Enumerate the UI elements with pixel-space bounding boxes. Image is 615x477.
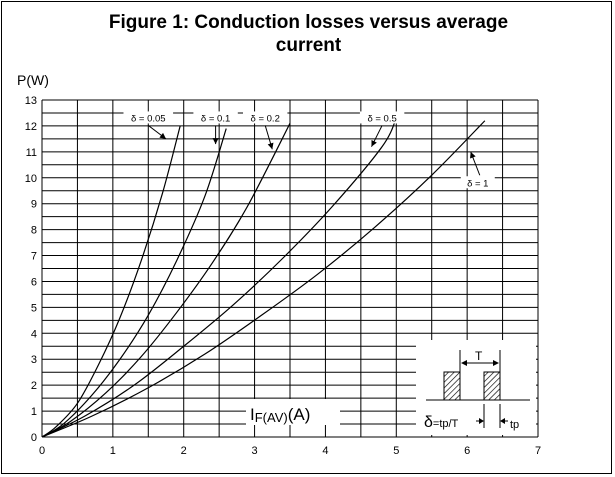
y-tick-label: 8 <box>31 225 37 237</box>
series-line-1 <box>41 128 227 438</box>
series-lines <box>41 117 486 438</box>
series-arrowhead-0 <box>159 132 166 139</box>
y-tick-label: 3 <box>31 354 37 366</box>
delta-symbol: δ <box>424 414 433 431</box>
y-tick-label: 5 <box>31 302 37 314</box>
y-tick-label: 2 <box>31 380 37 392</box>
x-tick-label: 4 <box>322 445 328 457</box>
series-label-3: δ = 0.5 <box>367 113 396 124</box>
x-axis-label-main: I <box>250 405 255 424</box>
x-axis-label-sub: F(AV) <box>255 410 288 425</box>
x-tick-label: 2 <box>181 445 187 457</box>
series-label-bg <box>243 111 288 124</box>
series-arrowhead-1 <box>212 138 219 145</box>
svg-text:IF(AV)(A): IF(AV)(A) <box>250 405 310 425</box>
x-axis-label-unit: (A) <box>288 405 311 424</box>
duty-cycle-inset: T δ=tp/T tp <box>416 340 536 435</box>
y-tick-label: 7 <box>31 251 37 263</box>
x-tick-label: 5 <box>393 445 399 457</box>
chart-title-line1: Figure 1: Conduction losses versus avera… <box>108 12 509 33</box>
x-tick-label: 3 <box>252 445 258 457</box>
series-label-bg <box>359 111 405 124</box>
series-annotations: δ = 0.05 δ = 0.1 δ = 0.2 δ = 0.5 δ = 1 <box>123 111 495 189</box>
series-label-bg <box>193 111 238 124</box>
x-tick-label: 6 <box>464 445 470 457</box>
x-tick-label: 7 <box>535 445 541 457</box>
pulse-1 <box>443 371 461 401</box>
series-arrowhead-2 <box>267 142 274 150</box>
y-tick-label: 9 <box>31 199 37 211</box>
series-arrowhead-3 <box>371 139 377 147</box>
y-tick-label: 4 <box>31 328 37 340</box>
y-tick-label: 10 <box>25 173 37 185</box>
series-label-1: δ = 0.1 <box>201 113 230 124</box>
pulse-width-label: tp <box>510 419 519 431</box>
x-tick-label: 1 <box>110 445 116 457</box>
series-label-bg <box>123 111 174 124</box>
pulse-2 <box>483 371 501 401</box>
series-label-bg <box>460 176 495 189</box>
chart-title-line2: current <box>275 35 342 56</box>
x-axis-label: IF(AV)(A) <box>246 399 340 425</box>
series-label-2: δ = 0.2 <box>251 113 280 124</box>
series-line-4 <box>41 120 486 438</box>
y-tick-label: 13 <box>25 95 37 107</box>
series-line-0 <box>41 125 181 438</box>
series-label-0: δ = 0.05 <box>131 113 166 124</box>
series-line-2 <box>41 123 291 438</box>
duty-formula-text: =tp/T <box>433 418 459 430</box>
x-tick-label: 0 <box>39 445 45 457</box>
y-tick-label: 11 <box>26 147 37 159</box>
series-arrowhead-4 <box>470 151 476 159</box>
chart-title: Figure 1: Conduction losses versus avera… <box>2 11 615 57</box>
y-tick-label: 12 <box>25 121 37 133</box>
y-tick-label: 1 <box>31 406 37 418</box>
duty-formula: δ=tp/T <box>424 414 459 431</box>
y-axis-label: P(W) <box>17 72 49 88</box>
series-line-3 <box>41 117 397 438</box>
y-tick-label: 6 <box>31 276 37 288</box>
y-tick-label: 0 <box>31 432 37 444</box>
series-label-4: δ = 1 <box>467 178 488 189</box>
period-label: T <box>475 349 483 363</box>
